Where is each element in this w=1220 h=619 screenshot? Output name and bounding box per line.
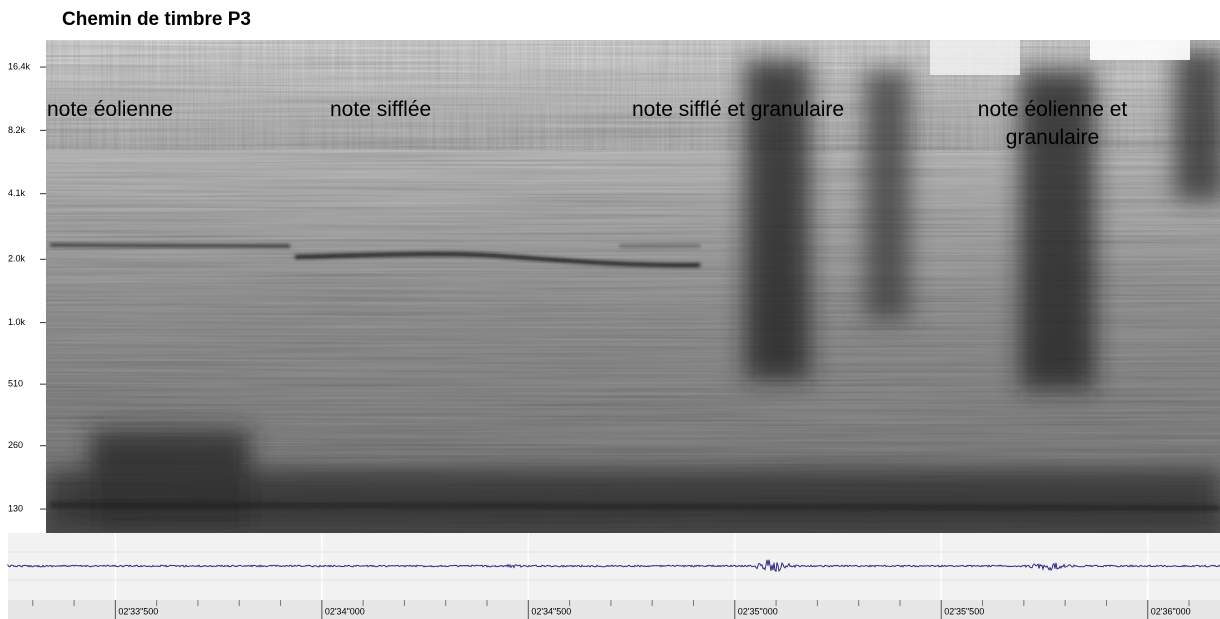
annotation: note sifflée [330,98,432,121]
x-tick-label: 02'34"000 [325,606,365,616]
x-tick-label: 02'35"500 [944,606,984,616]
x-tick-label: 02'35"000 [738,606,778,616]
y-tick-label: 8.2k [8,125,26,135]
y-tick-label: 260 [8,440,23,450]
x-tick-label: 02'36"000 [1151,606,1191,616]
spectrogram [46,40,1220,533]
y-tick-label: 2.0k [8,254,26,264]
waveform [7,559,1220,573]
chart-title: Chemin de timbre P3 [62,9,251,30]
x-tick-label: 02'33"500 [118,606,158,616]
y-tick-label: 510 [8,379,23,389]
y-tick-label: 16.4k [8,61,31,71]
time-ruler [8,600,1220,619]
annotation: note éolienne et granulaire [977,98,1128,149]
y-tick-label: 130 [8,503,23,513]
annotation: note éolienne [47,98,174,121]
x-tick-label: 02'34"500 [531,606,571,616]
annotation: note sifflé et granulaire [632,98,845,121]
y-tick-label: 4.1k [8,188,26,198]
y-tick-label: 1.0k [8,317,26,327]
